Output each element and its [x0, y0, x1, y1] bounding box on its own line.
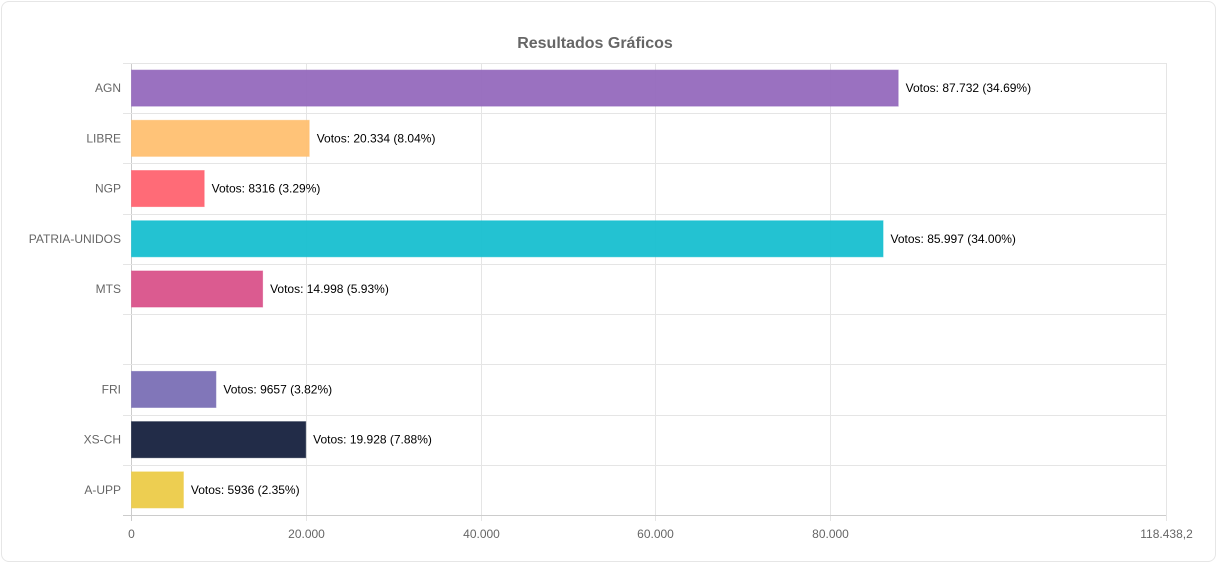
bar-mts	[131, 270, 264, 308]
y-tick-label: FRI	[102, 382, 121, 396]
x-tick-label: 60.000	[637, 527, 674, 541]
bar-xs-ch	[131, 421, 307, 459]
bar-fri	[131, 370, 217, 408]
data-label: Votos: 87.732 (34.69%)	[906, 81, 1031, 95]
bar-agn	[131, 69, 899, 107]
y-tick-label: MTS	[96, 282, 121, 296]
x-tick-label: 80.000	[812, 527, 849, 541]
data-label: Votos: 5936 (2.35%)	[191, 483, 300, 497]
y-tick-label: PATRIA-UNIDOS	[29, 232, 121, 246]
x-tick-label: 0	[128, 527, 135, 541]
bar-a-upp	[131, 471, 184, 509]
chart-title: Resultados Gráficos	[517, 35, 673, 52]
data-label: Votos: 20.334 (8.04%)	[317, 131, 436, 145]
bar-libre	[131, 119, 310, 157]
x-tick-label: 118.438,2	[1140, 527, 1193, 541]
data-label: Votos: 14.998 (5.93%)	[270, 282, 389, 296]
data-label: Votos: 85.997 (34.00%)	[891, 232, 1016, 246]
y-tick-label: LIBRE	[86, 131, 121, 145]
bar-patria-unidos	[131, 220, 884, 258]
x-tick-label: 40.000	[463, 527, 500, 541]
y-tick-label: AGN	[95, 81, 121, 95]
x-tick-label: 20.000	[288, 527, 325, 541]
data-label: Votos: 9657 (3.82%)	[223, 382, 332, 396]
y-tick-label: NGP	[95, 182, 121, 196]
y-tick-label: A-UPP	[84, 483, 121, 497]
data-label: Votos: 8316 (3.29%)	[212, 182, 321, 196]
bar-ngp	[131, 170, 205, 208]
data-label: Votos: 19.928 (7.88%)	[313, 433, 432, 447]
y-tick-label: XS-CH	[84, 433, 121, 447]
